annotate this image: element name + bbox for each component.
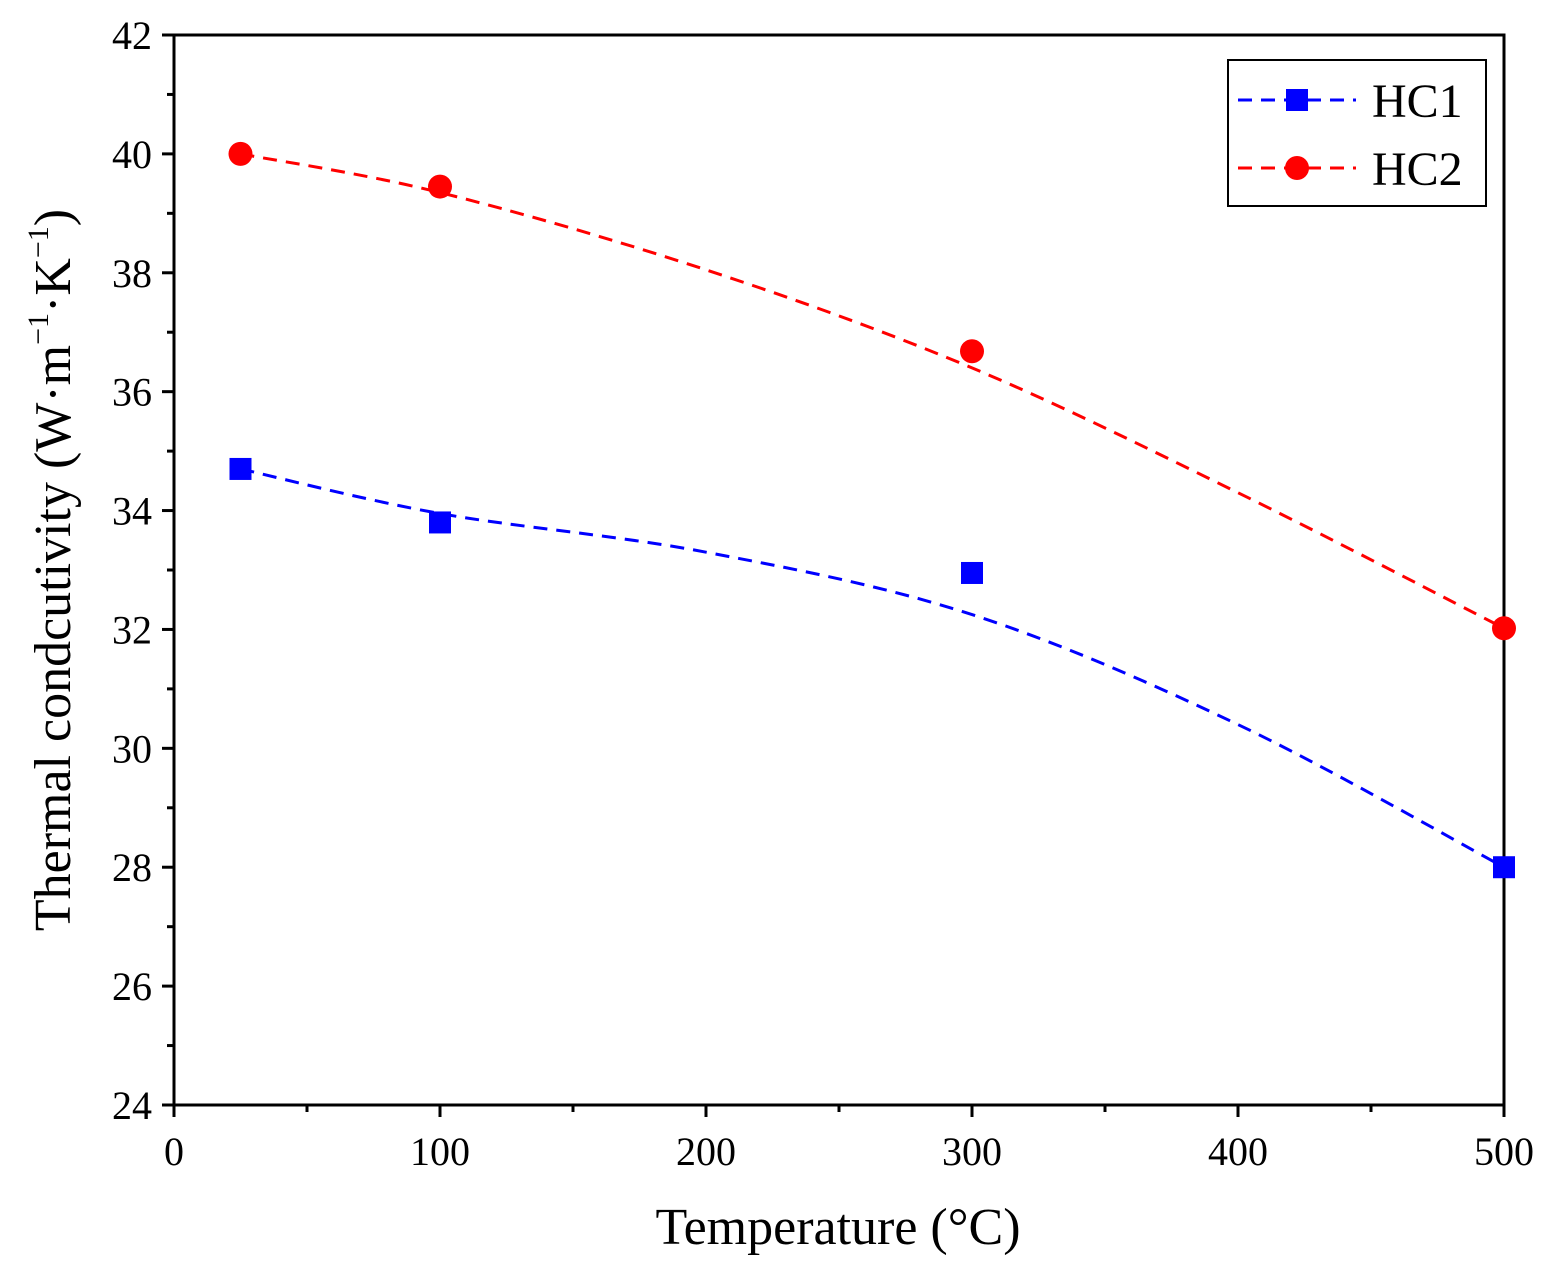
y-tick-label: 40	[112, 132, 152, 177]
x-tick-label: 400	[1208, 1129, 1268, 1174]
data-point-hc2	[1492, 616, 1516, 641]
data-point-hc1	[229, 457, 252, 480]
x-tick-label: 200	[676, 1129, 736, 1174]
x-tick-label: 0	[164, 1129, 184, 1174]
y-tick-label: 26	[112, 964, 152, 1009]
series-hc2	[228, 141, 1516, 641]
y-tick-label: 24	[112, 1083, 152, 1128]
x-tick-label: 500	[1474, 1129, 1534, 1174]
y-tick-label: 28	[112, 845, 152, 890]
legend-label-hc1: HC1	[1372, 75, 1463, 128]
y-axis-title-superscript: −1	[22, 226, 55, 258]
x-tick-label: 300	[942, 1129, 1002, 1174]
y-tick-label: 34	[112, 489, 152, 534]
series-hc1	[229, 457, 1515, 879]
y-tick-label: 36	[112, 370, 152, 415]
axes: 0 100 200 300 400 500 24 26 28 30 32 34 36 38 40 42	[112, 13, 1534, 1174]
fit-line-hc2	[240, 152, 1505, 630]
series-layer	[228, 141, 1516, 879]
y-axis-title-part: Thermal condcutivity (W·m	[25, 345, 82, 931]
y-axis-title: Thermal condcutivity (W·m−1·K−1)	[22, 209, 82, 931]
fit-line-hc1	[240, 467, 1505, 869]
y-axis-title-part: ·K	[25, 258, 82, 313]
y-tick-label: 42	[112, 13, 152, 58]
data-point-hc2	[228, 141, 253, 166]
data-point-hc1	[429, 511, 451, 534]
y-axis-title-part: )	[25, 209, 82, 226]
y-tick-label: 38	[112, 251, 152, 296]
y-axis-title-superscript: −1	[22, 313, 55, 345]
legend-marker-hc1	[1286, 89, 1308, 111]
x-axis-title: Temperature (°C)	[655, 1199, 1020, 1256]
legend-box	[1227, 59, 1487, 207]
x-tick-label: 100	[410, 1129, 470, 1174]
data-point-hc1	[961, 561, 983, 584]
y-tick-label: 30	[112, 726, 152, 771]
data-point-hc1	[1493, 856, 1515, 879]
data-point-hc2	[960, 339, 984, 364]
legend-marker-hc2	[1285, 156, 1309, 180]
y-tick-label: 32	[112, 607, 152, 652]
data-point-hc2	[428, 174, 452, 199]
legend-label-hc2: HC2	[1372, 143, 1463, 196]
